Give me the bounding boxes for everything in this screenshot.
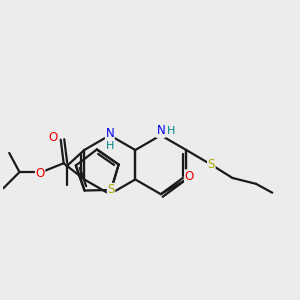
Text: O: O	[49, 131, 58, 144]
Text: S: S	[208, 158, 215, 171]
Text: H: H	[167, 126, 175, 136]
Text: S: S	[107, 183, 115, 196]
Text: N: N	[185, 173, 194, 186]
Text: O: O	[35, 167, 45, 180]
Text: N: N	[105, 127, 114, 140]
Text: H: H	[106, 141, 114, 151]
Text: N: N	[156, 124, 165, 137]
Text: O: O	[185, 170, 194, 183]
